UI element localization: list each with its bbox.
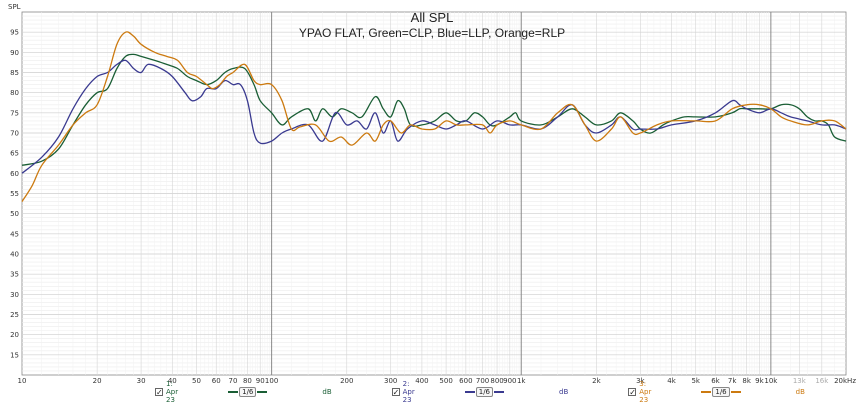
series-line-1: [21, 53, 847, 166]
y-tick-label: 95: [10, 29, 19, 37]
y-tick-label: 15: [10, 351, 19, 359]
x-tick-label: 700: [476, 377, 489, 385]
x-tick-label: 4k: [667, 377, 676, 385]
x-tick-label: 2k: [592, 377, 601, 385]
x-axis-ticks: 10 20 30 40 50 60 70 80 90 100 200 300 400 500 600 700 8…: [18, 377, 857, 385]
x-tick-label: 90: [256, 377, 265, 385]
series-line-3: [21, 31, 847, 202]
y-tick-label: 65: [10, 150, 19, 158]
x-tick-label: 16k: [815, 377, 829, 385]
x-tick-label: 50: [192, 377, 201, 385]
series-lines: [21, 31, 847, 202]
y-tick-label: 80: [10, 89, 19, 97]
series-1-name: 1: Apr 23: [166, 380, 179, 404]
y-tick-label: 40: [10, 251, 19, 259]
x-tick-label: 900: [503, 377, 516, 385]
series-3-unit: dB: [795, 388, 805, 396]
y-axis-label: SPL: [8, 3, 21, 11]
series-1-unit: dB: [322, 388, 332, 396]
x-tick-label: 40: [168, 377, 177, 385]
series-2-name: 2: Apr 23: [402, 380, 415, 404]
y-tick-label: 20: [10, 331, 19, 339]
major-grid: [22, 12, 846, 375]
series-1-line-swatch-right: [257, 391, 268, 393]
chart-title: All SPL: [411, 10, 454, 25]
legend: ✓ 1: Apr 23 1/6 dB ✓ 2: Apr 23 1/6 dB ✓ …: [155, 380, 857, 404]
x-tick-label: 80: [243, 377, 252, 385]
x-tick-label: 70: [228, 377, 237, 385]
series-3-line-swatch-right: [730, 391, 741, 393]
series-2-unit: dB: [559, 388, 569, 396]
x-tick-label: 100: [265, 377, 278, 385]
x-tick-label: 6k: [711, 377, 720, 385]
series-2-smoothing-value: 1/6: [475, 387, 493, 397]
x-tick-label: 1k: [517, 377, 526, 385]
series-3-checkbox[interactable]: ✓: [628, 388, 637, 397]
y-tick-label: 85: [10, 69, 19, 77]
x-tick-label: 13k: [793, 377, 807, 385]
x-tick-label: 7k: [728, 377, 737, 385]
series-2-line-swatch: [464, 391, 475, 393]
x-tick-label: 800: [490, 377, 503, 385]
series-3-line-swatch: [701, 391, 712, 393]
y-tick-label: 50: [10, 210, 19, 218]
x-tick-label: 8k: [742, 377, 751, 385]
x-tick-label: 600: [459, 377, 472, 385]
series-3-smoothing[interactable]: 1/6: [701, 387, 741, 397]
x-tick-label: 9k: [755, 377, 764, 385]
x-tick-label: 10: [18, 377, 27, 385]
y-tick-label: 90: [10, 49, 19, 57]
y-axis-ticks: 95 90 85 80 75 70 65 60 55 50 45 40 35 30 25 20 15: [10, 29, 19, 360]
x-tick-label: 300: [384, 377, 397, 385]
series-3-smoothing-value: 1/6: [712, 387, 730, 397]
y-tick-label: 30: [10, 291, 19, 299]
series-1-smoothing-value: 1/6: [239, 387, 257, 397]
x-tick-label: 3k: [636, 377, 645, 385]
series-3-name: 3: Apr 23: [639, 380, 652, 404]
y-tick-label: 70: [10, 130, 19, 138]
x-tick-label: 400: [415, 377, 428, 385]
chart-subtitle: YPAO FLAT, Green=CLP, Blue=LLP, Orange=R…: [299, 26, 565, 40]
x-tick-label: 200: [340, 377, 353, 385]
series-1-line-swatch: [228, 391, 239, 393]
series-1-smoothing[interactable]: 1/6: [228, 387, 268, 397]
x-tick-label: 20: [93, 377, 102, 385]
x-tick-label: 60: [212, 377, 221, 385]
y-tick-label: 55: [10, 190, 19, 198]
x-tick-label: 500: [439, 377, 452, 385]
x-tick-label: 5k: [691, 377, 700, 385]
series-2-smoothing[interactable]: 1/6: [464, 387, 504, 397]
y-tick-label: 45: [10, 230, 19, 238]
x-tick-label: 20kHz: [834, 377, 856, 385]
series-2-line-swatch-right: [494, 391, 504, 393]
y-tick-label: 60: [10, 170, 19, 178]
x-tick-label: 30: [137, 377, 146, 385]
series-2-checkbox[interactable]: ✓: [391, 388, 400, 397]
y-tick-label: 75: [10, 109, 19, 117]
y-tick-label: 35: [10, 271, 19, 279]
series-1-checkbox[interactable]: ✓: [155, 388, 163, 397]
x-tick-label: 10k: [764, 377, 778, 385]
y-tick-label: 25: [10, 311, 19, 319]
